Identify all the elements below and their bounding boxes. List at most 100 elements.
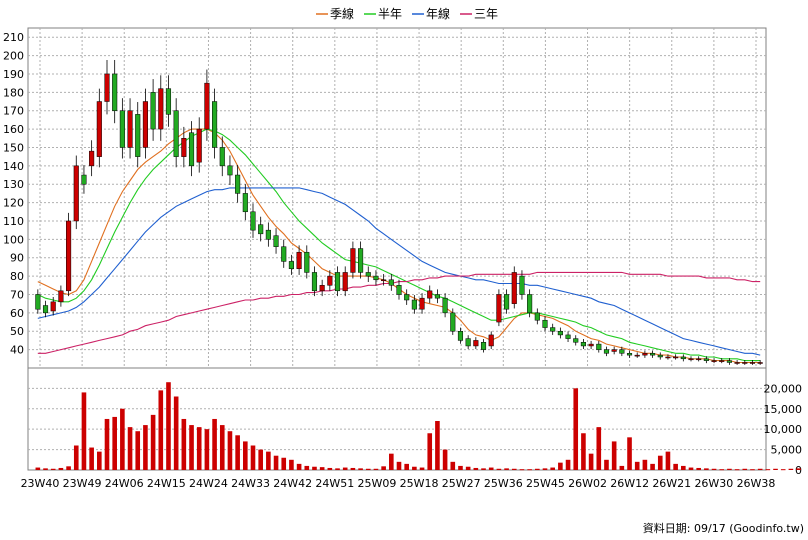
candle-body [550,327,556,332]
volume-bar [112,416,117,470]
volume-bar [535,468,540,470]
volume-tick-1: 5,000 [771,444,803,457]
volume-bar [335,468,340,470]
volume-bar [381,466,386,470]
candle-body [227,165,233,176]
volume-bar [519,469,525,471]
candle-body [496,294,502,323]
candle-body [650,353,656,356]
candle-body [342,272,348,292]
volume-bar [750,469,755,471]
candle-body [89,150,95,167]
candle-body [104,73,110,102]
moving-average-lines [37,128,761,364]
volume-bar [604,459,609,470]
candle-body [696,358,702,361]
volume-bar [565,459,571,470]
candle-body [334,272,341,292]
candle-body [365,272,371,277]
volume-bar [219,425,225,470]
x-tick-16: 26W30 [694,477,733,490]
candle-body [358,248,364,273]
candle-body [757,362,763,364]
candle-body [488,334,494,347]
volume-bar [558,462,563,470]
volume-bar [642,459,648,470]
volume-bar [765,469,771,471]
price-tick-15: 190 [3,68,24,81]
volume-bar [796,468,801,470]
volume-bar [227,431,233,470]
candle-body [258,224,264,235]
volume-tick-0: 0 [795,464,802,477]
volume-bar [773,468,778,470]
price-tick-11: 150 [3,141,24,154]
candle-body [73,165,79,222]
x-axis-ticks: 23W40 23W49 24W06 24W15 24W24 24W33 24W42 24W51… [21,477,776,490]
candle-body [212,101,218,148]
candle-body [112,73,118,111]
candle-body [511,272,517,304]
candle-body [565,334,571,339]
price-axis-ticks: 40 50 60 70 80 90 100 110 120 130 140 150 160 170 180 1… [3,31,24,356]
candle-body [534,312,540,321]
price-tick-7: 110 [3,215,24,228]
volume-bar [481,468,486,470]
volume-bar [342,467,348,470]
candle-body [665,356,671,359]
volume-bar [657,455,663,470]
volume-bar [665,451,671,470]
volume-bar [73,445,79,470]
volume-bar [196,427,202,470]
candle-body [480,342,487,350]
price-tick-17: 210 [3,31,24,44]
volume-bar [304,465,310,470]
candle-body [626,353,633,356]
volume-bar [634,461,640,470]
volume-bar [66,466,71,470]
volume-bar [181,418,187,470]
volume-bar [189,425,194,470]
volume-bar [542,468,548,470]
volume-bar [450,461,456,470]
candle-body [66,220,72,292]
volume-bar [43,468,48,470]
price-tick-4: 80 [10,270,24,283]
volume-bar [365,468,371,470]
volume-bar [681,465,686,470]
volume-bar [235,435,240,470]
candle-body [642,353,648,356]
volume-bar [473,467,479,470]
candle-body [50,301,56,312]
candle-body [135,114,141,157]
volume-bar [296,463,302,470]
x-tick-15: 26W21 [652,477,691,490]
volume-bar [358,468,363,470]
price-tick-14: 180 [3,86,24,99]
price-tick-12: 160 [3,123,24,136]
candle-body [580,342,586,347]
price-tick-10: 140 [3,160,24,173]
candle-body [573,338,579,343]
ma-line-1 [37,128,761,362]
candle-body [427,290,433,299]
candle-body [127,110,133,148]
volume-bar [89,447,94,470]
volume-bar [58,467,64,470]
candle-body [150,92,156,130]
candle-body [749,362,756,364]
candle-body [673,356,679,359]
volume-bar [442,449,448,470]
x-tick-1: 23W49 [63,477,102,490]
legend-label-0: 季線 [330,6,354,21]
candle-body [657,354,663,358]
volume-bar [596,427,602,470]
candle-body [450,312,456,332]
volume-bar [742,468,748,470]
candle-body [611,349,617,352]
x-tick-5: 24W33 [231,477,270,490]
volume-bar [273,455,279,470]
candle-body [96,101,102,157]
volume-bar [627,437,632,470]
candle-body [719,360,725,362]
